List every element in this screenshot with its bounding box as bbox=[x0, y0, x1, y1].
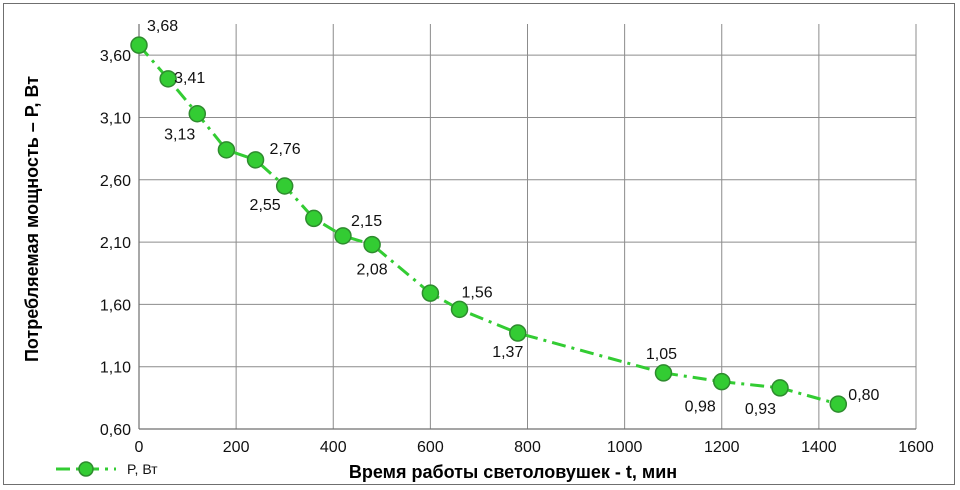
data-label: 1,56 bbox=[462, 284, 493, 301]
data-point bbox=[246, 151, 265, 169]
data-label: 3,68 bbox=[147, 18, 178, 35]
x-axis-title: Время работы светоловушек - t, мин bbox=[349, 462, 677, 482]
x-tick-label: 0 bbox=[135, 439, 144, 456]
y-tick-label: 1,10 bbox=[100, 360, 131, 377]
data-point bbox=[450, 300, 469, 319]
x-tick-label: 1200 bbox=[704, 439, 740, 456]
y-tick-label: 3,60 bbox=[100, 48, 131, 65]
data-point bbox=[771, 379, 789, 397]
data-label: 2,08 bbox=[357, 262, 388, 279]
data-label: 0,98 bbox=[685, 399, 716, 416]
y-tick-label: 2,60 bbox=[100, 173, 131, 190]
data-label: 2,76 bbox=[270, 141, 301, 158]
line-chart: 0,60 1,10 1,60 2,10 2,60 3,10 3,60 0 200 400 600 80… bbox=[22, 18, 934, 482]
x-tick-label: 1000 bbox=[607, 439, 643, 456]
y-tick-label: 2,10 bbox=[100, 235, 131, 252]
data-point bbox=[334, 227, 352, 245]
data-point bbox=[363, 235, 381, 254]
gridlines bbox=[138, 24, 917, 430]
data-point bbox=[159, 70, 177, 88]
data-point bbox=[188, 104, 207, 123]
data-point bbox=[421, 284, 440, 302]
chart-frame: 0,60 1,10 1,60 2,10 2,60 3,10 3,60 0 200 400 600 80… bbox=[3, 3, 955, 485]
data-labels: 3,68 3,41 3,13 2,76 2,55 2,15 2,08 1,56 1,37 1,05… bbox=[147, 18, 880, 418]
y-tick-label: 0,60 bbox=[100, 422, 131, 439]
x-tick-label: 800 bbox=[514, 439, 541, 456]
data-label: 0,80 bbox=[848, 387, 879, 404]
data-label: 1,05 bbox=[646, 346, 677, 363]
data-point bbox=[217, 141, 236, 159]
data-label: 0,93 bbox=[745, 401, 776, 418]
data-point bbox=[829, 395, 848, 413]
x-tick-label: 1600 bbox=[898, 439, 934, 456]
data-label: 2,15 bbox=[351, 213, 382, 230]
data-point bbox=[509, 324, 527, 342]
y-axis-title: Потребляемая мощность – P, Вт bbox=[22, 76, 42, 362]
legend-marker-swatch bbox=[78, 461, 94, 477]
x-tick-label: 400 bbox=[320, 439, 347, 456]
data-series bbox=[130, 36, 848, 413]
legend: P, Вт bbox=[56, 461, 158, 477]
x-tick-label: 600 bbox=[417, 439, 444, 456]
y-tick-label: 1,60 bbox=[100, 297, 131, 314]
data-point bbox=[130, 36, 148, 54]
axes: 0,60 1,10 1,60 2,10 2,60 3,10 3,60 0 200 400 600 80… bbox=[100, 24, 934, 456]
data-point bbox=[654, 364, 673, 382]
data-point bbox=[713, 372, 731, 391]
x-tick-label: 200 bbox=[223, 439, 250, 456]
data-label: 3,13 bbox=[164, 127, 195, 144]
series-line bbox=[137, 44, 839, 406]
x-tick-label: 1400 bbox=[801, 439, 837, 456]
data-point bbox=[305, 209, 323, 228]
data-label: 2,55 bbox=[250, 197, 281, 214]
legend-label: P, Вт bbox=[127, 461, 158, 477]
data-label: 1,37 bbox=[492, 344, 523, 361]
data-point bbox=[275, 177, 294, 195]
y-tick-label: 3,10 bbox=[100, 110, 131, 127]
data-label: 3,41 bbox=[174, 70, 205, 87]
